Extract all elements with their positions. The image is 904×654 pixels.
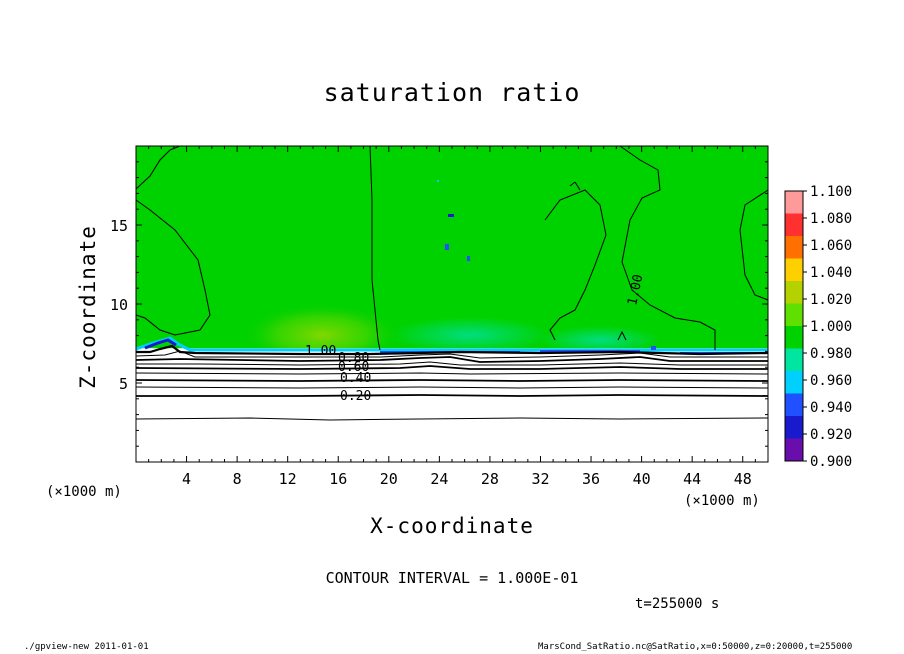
subsaturated-patch-2 (540, 326, 660, 354)
x-tick-label: 48 (734, 470, 752, 488)
contour-label: 0.60 (338, 360, 369, 375)
x-axis: 4 8 12 16 20 24 28 32 36 40 44 48 (148, 146, 756, 488)
colorbar-swatch (785, 326, 803, 349)
contour-label: 0.40 (340, 371, 371, 386)
colorbar-swatch (785, 191, 803, 214)
x-tick-label: 28 (481, 470, 499, 488)
colorbar-label: 0.900 (810, 454, 852, 470)
contour-label: 0.20 (340, 389, 371, 404)
x-tick-label: 20 (380, 470, 398, 488)
colorbar-swatch (785, 303, 803, 326)
colorbar: 0.900 0.920 0.940 0.960 0.980 1.000 1.020 1.040… (784, 184, 852, 470)
colorbar-label: 0.960 (810, 373, 852, 389)
colorbar-label: 1.080 (810, 211, 852, 227)
saturation-edge (136, 336, 768, 352)
colorbar-swatch (785, 416, 803, 439)
colorbar-swatch (785, 236, 803, 259)
x-axis-label: X-coordinate (370, 514, 534, 538)
colorbar-label: 0.980 (810, 346, 852, 362)
x-tick-label: 32 (531, 470, 549, 488)
contour-lines (135, 145, 769, 421)
y-tick-label: 10 (110, 296, 128, 314)
subsaturated-patch (390, 317, 550, 353)
footer-command: ./gpview-new 2011-01-01 (24, 642, 149, 652)
contour-interval: CONTOUR INTERVAL = 1.000E-01 (325, 569, 579, 587)
colorbar-label: 1.100 (810, 184, 852, 200)
contour-label: 0.80 (338, 351, 369, 366)
colorbar-swatch (785, 213, 803, 236)
unsaturated-region (136, 348, 768, 462)
x-tick-label: 24 (430, 470, 448, 488)
colorbar-swatch (785, 393, 803, 416)
x-tick-label: 12 (279, 470, 297, 488)
y-tick-label: 15 (110, 217, 128, 235)
x-unit-right: (×1000 m) (684, 493, 760, 509)
chart-title: saturation ratio (323, 78, 581, 107)
colorbar-label: 0.940 (810, 400, 852, 416)
colorbar-label: 1.020 (810, 292, 852, 308)
x-tick-label: 40 (633, 470, 651, 488)
y-axis-label: Z-coordinate (76, 225, 100, 389)
colorbar-label: 1.000 (810, 319, 852, 335)
colorbar-label: 0.920 (810, 427, 852, 443)
x-tick-label: 8 (233, 470, 242, 488)
colorbar-swatch (785, 371, 803, 394)
time-label: t=255000 s (635, 596, 720, 612)
footer-source: MarsCond_SatRatio.nc@SatRatio,x=0:50000,… (538, 642, 853, 652)
contour-label: 1.00 (625, 273, 646, 307)
colorbar-swatch (785, 281, 803, 304)
colorbar-swatch (785, 438, 803, 461)
x-tick-label: 36 (582, 470, 600, 488)
colorbar-swatch (785, 348, 803, 371)
x-tick-label: 16 (329, 470, 347, 488)
x-unit-left: (×1000 m) (46, 484, 122, 500)
y-tick-label: 5 (119, 375, 128, 393)
colorbar-label: 1.040 (810, 265, 852, 281)
x-tick-label: 44 (683, 470, 701, 488)
blue-specks (437, 180, 656, 350)
x-tick-label: 4 (182, 470, 191, 488)
contour-label: 1.00 (305, 344, 336, 359)
colorbar-swatch (785, 258, 803, 281)
colorbar-label: 1.060 (810, 238, 852, 254)
blue-edge (144, 338, 177, 350)
contour-labels: 1.00 0.80 0.60 0.40 0.20 1.00 (305, 273, 646, 404)
field-layer (136, 146, 768, 462)
y-axis: 5 10 15 (110, 161, 768, 447)
